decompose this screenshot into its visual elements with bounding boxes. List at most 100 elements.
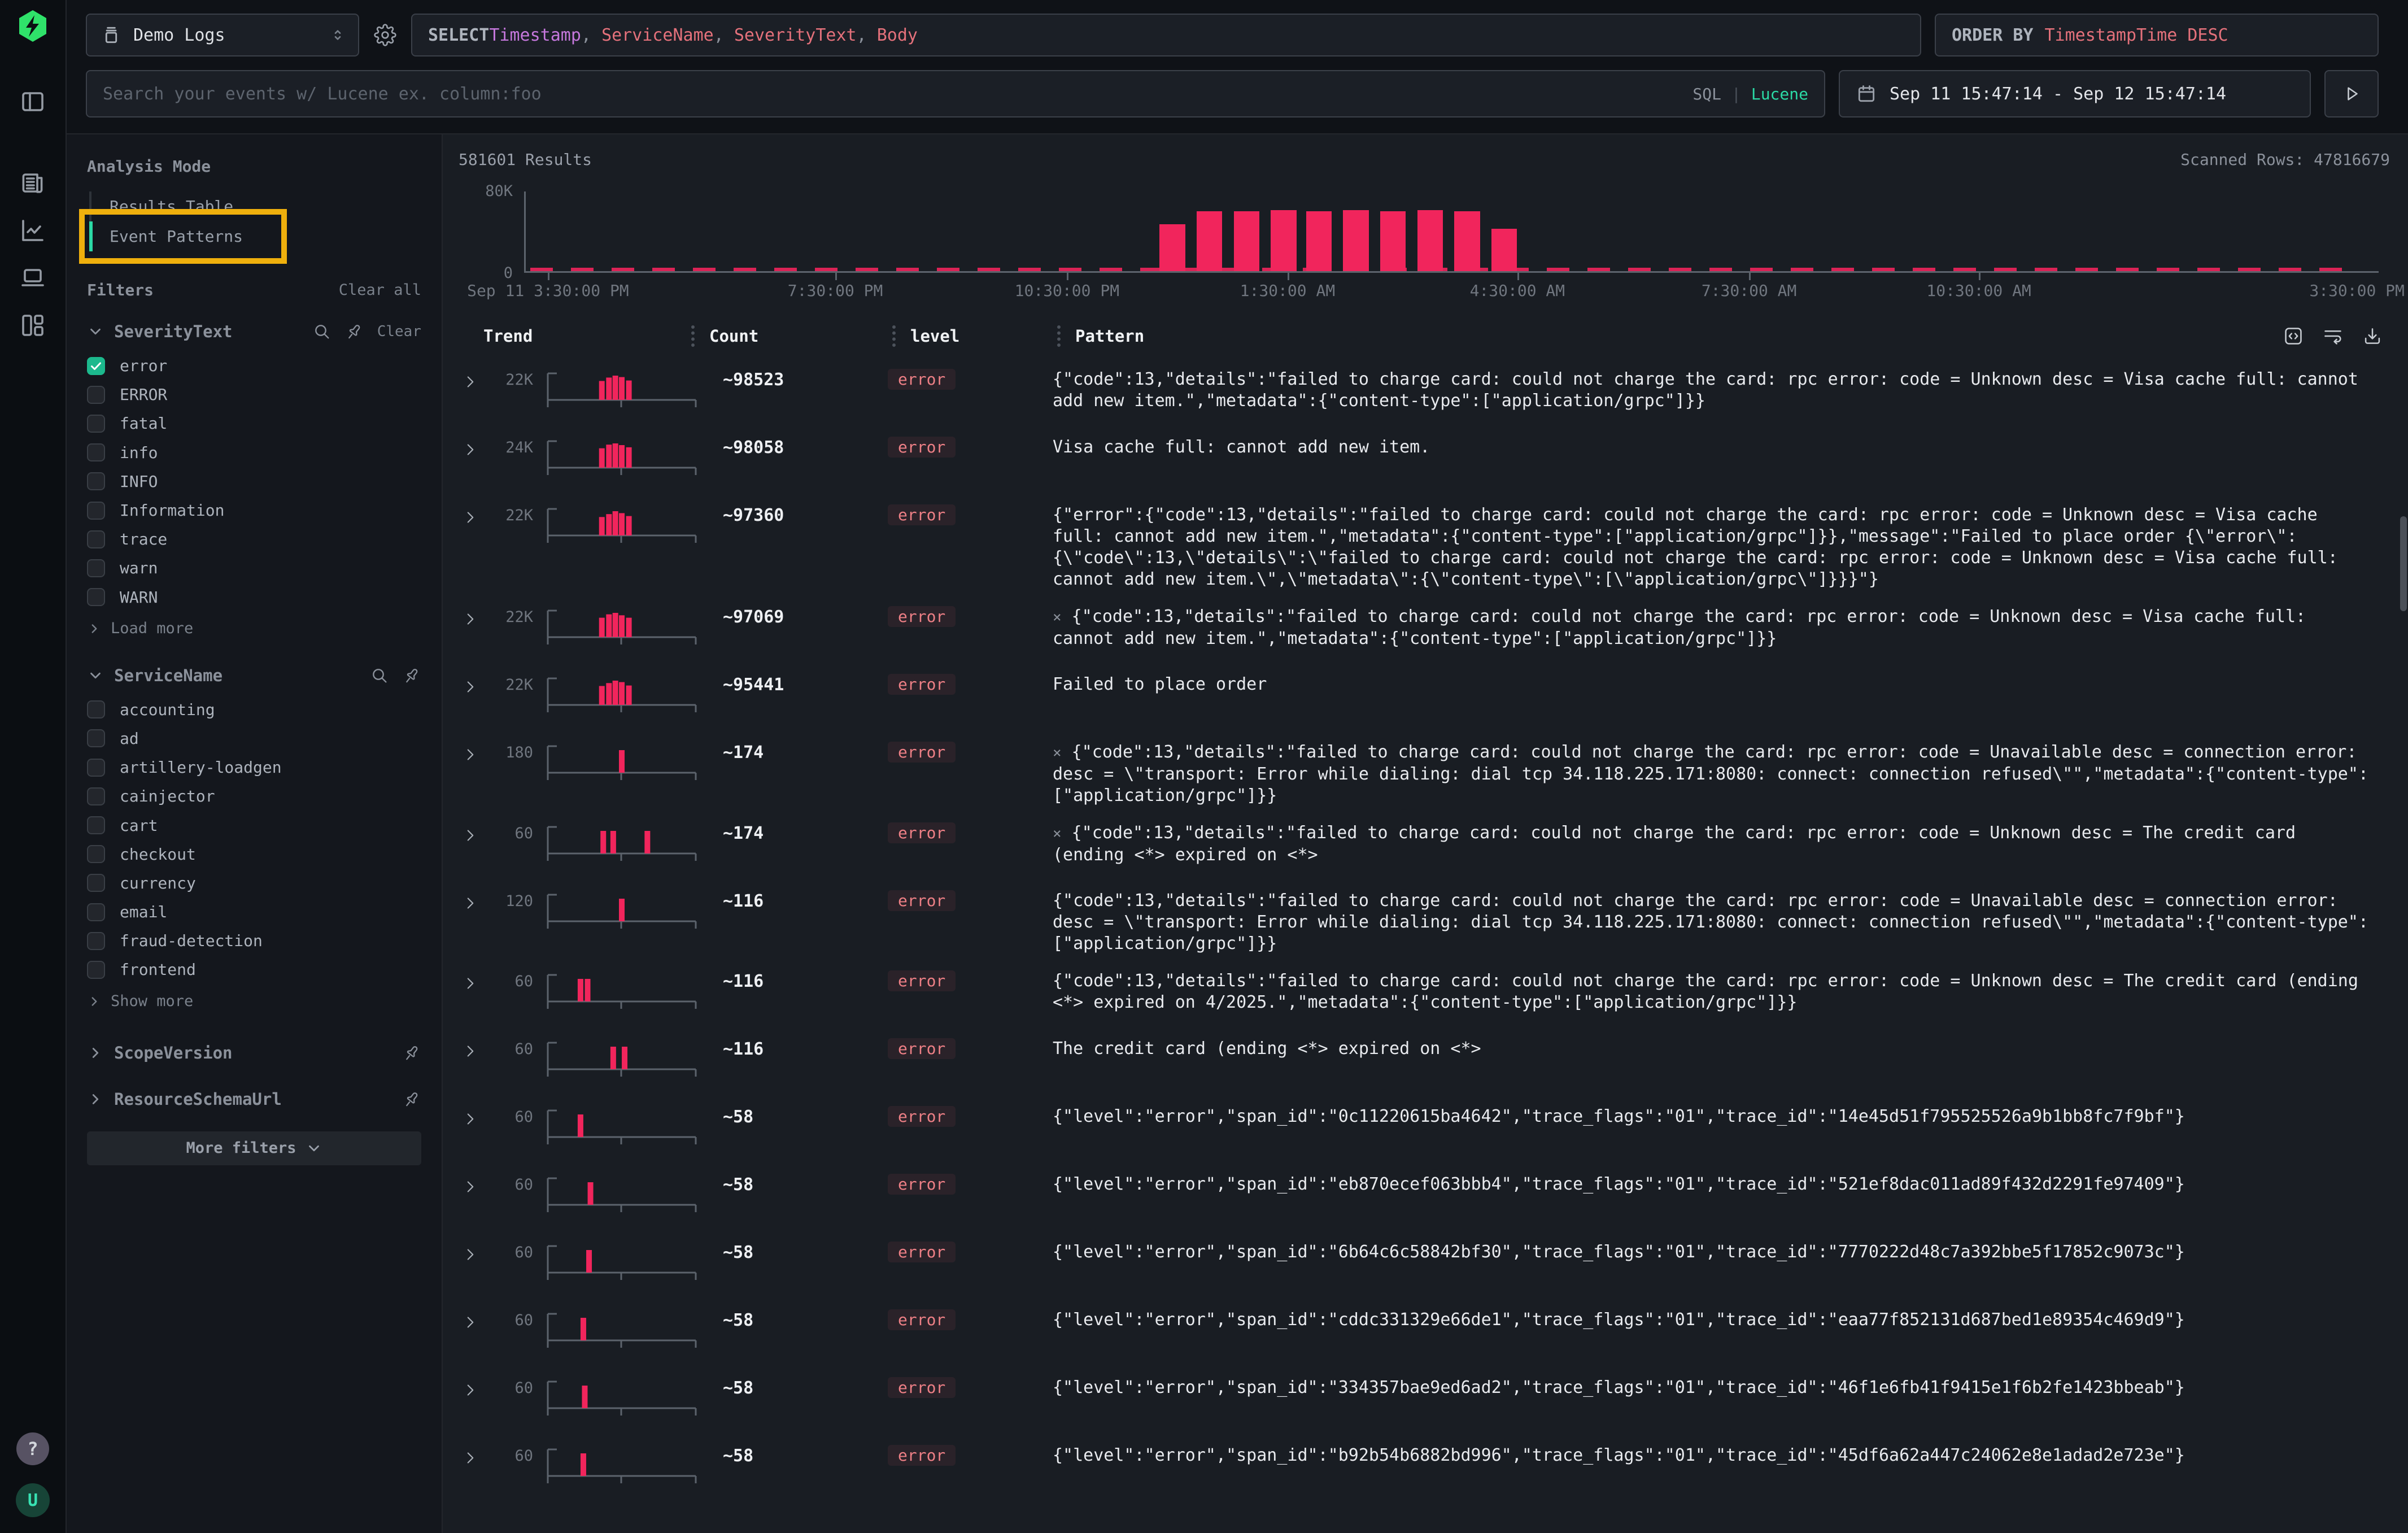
pin-icon[interactable] — [402, 666, 421, 685]
filter-checkbox[interactable] — [87, 472, 105, 491]
search-input[interactable] — [103, 84, 1682, 104]
filter-section-title[interactable]: ScopeVersion — [114, 1043, 233, 1062]
pattern-row[interactable]: 22K ~97360 error {"error":{"code":13,"detai… — [452, 497, 2390, 598]
filter-option[interactable]: cart — [87, 811, 421, 839]
row-expander-chevron-icon[interactable] — [461, 504, 483, 527]
pattern-row[interactable]: 60 ~174 error × {"code":13,"details":"failed… — [452, 815, 2390, 882]
sql-select-input[interactable]: SELECT Timestamp, ServiceName, SeverityT… — [411, 14, 1921, 56]
pattern-row[interactable]: 60 ~58 error {"level":"error","span_id":"6b… — [452, 1234, 2390, 1301]
pin-icon[interactable] — [402, 1090, 421, 1109]
filter-checkbox[interactable] — [87, 931, 105, 950]
clear-all-button[interactable]: Clear all — [338, 281, 421, 299]
row-expander-chevron-icon[interactable] — [461, 1242, 483, 1264]
filter-option[interactable]: INFO — [87, 467, 421, 496]
filter-option[interactable]: artillery-loadgen — [87, 753, 421, 782]
gear-icon[interactable] — [374, 24, 396, 46]
filter-checkbox[interactable] — [87, 845, 105, 864]
filter-option[interactable]: WARN — [87, 583, 421, 612]
pattern-row[interactable]: 60 ~58 error {"level":"error","span_id":"eb… — [452, 1166, 2390, 1234]
row-expander-chevron-icon[interactable] — [461, 674, 483, 696]
pattern-row[interactable]: 22K ~95441 error Failed to place order — [452, 666, 2390, 734]
filter-checkbox[interactable] — [87, 816, 105, 835]
filter-checkbox[interactable] — [87, 385, 105, 404]
search-icon[interactable] — [370, 667, 389, 685]
source-select[interactable]: Demo Logs — [86, 14, 359, 56]
row-expander-chevron-icon[interactable] — [461, 437, 483, 459]
filter-checkbox[interactable] — [87, 414, 105, 433]
search-logs-icon[interactable] — [19, 169, 46, 197]
row-expander-chevron-icon[interactable] — [461, 1309, 483, 1332]
dismiss-x-icon[interactable]: × — [1053, 825, 1062, 842]
filter-option[interactable]: accounting — [87, 695, 421, 724]
row-expander-chevron-icon[interactable] — [461, 1106, 483, 1129]
filter-option[interactable]: warn — [87, 554, 421, 582]
row-expander-chevron-icon[interactable] — [461, 369, 483, 391]
order-by-input[interactable]: ORDER BY TimestampTime DESC — [1935, 14, 2379, 56]
filter-section-title[interactable]: ResourceSchemaUrl — [114, 1089, 282, 1109]
pattern-row[interactable]: 180 ~174 error × {"code":13,"details":"faile… — [452, 734, 2390, 815]
filter-option[interactable]: fatal — [87, 409, 421, 438]
row-expander-chevron-icon[interactable] — [461, 742, 483, 764]
language-lucene[interactable]: Lucene — [1751, 84, 1808, 103]
filter-option[interactable]: info — [87, 438, 421, 467]
column-header-level[interactable]: level — [892, 325, 1057, 347]
dismiss-x-icon[interactable]: × — [1053, 609, 1062, 626]
sidebar-toggle-icon[interactable] — [19, 88, 46, 115]
filter-checkbox[interactable] — [87, 903, 105, 921]
column-header-pattern[interactable]: Pattern — [1057, 325, 2283, 347]
load-more-button[interactable]: Show more — [87, 987, 421, 1016]
app-logo-icon[interactable] — [16, 9, 50, 43]
wrap-lines-icon[interactable] — [2322, 325, 2344, 347]
pin-icon[interactable] — [344, 322, 364, 341]
filter-checkbox[interactable] — [87, 729, 105, 748]
load-more-button[interactable]: Load more — [87, 614, 421, 643]
filter-option[interactable]: ERROR — [87, 380, 421, 409]
download-icon[interactable] — [2362, 325, 2383, 347]
run-query-button[interactable] — [2324, 70, 2379, 117]
filter-option[interactable]: email — [87, 898, 421, 926]
filter-checkbox[interactable] — [87, 588, 105, 607]
filter-option[interactable]: cainjector — [87, 782, 421, 811]
chevron-down-icon[interactable] — [87, 323, 104, 340]
chevron-down-icon[interactable] — [87, 667, 104, 684]
pin-icon[interactable] — [402, 1043, 421, 1062]
filter-option[interactable]: error — [87, 351, 421, 380]
pattern-row[interactable]: 120 ~116 error {"code":13,"details":"failed… — [452, 882, 2390, 963]
filter-option[interactable]: Information — [87, 496, 421, 525]
filter-option[interactable]: fraud-detection — [87, 926, 421, 955]
filter-option[interactable]: trace — [87, 525, 421, 554]
pattern-row[interactable]: 60 ~58 error {"level":"error","span_id":"33… — [452, 1369, 2390, 1437]
filter-checkbox[interactable] — [87, 700, 105, 719]
pattern-row[interactable]: 24K ~98058 error Visa cache full: cannot ad… — [452, 429, 2390, 497]
chart-explorer-icon[interactable] — [19, 217, 46, 244]
filter-checkbox[interactable] — [87, 758, 105, 777]
filter-checkbox[interactable] — [87, 501, 105, 520]
dashboards-icon[interactable] — [19, 312, 46, 339]
row-expander-chevron-icon[interactable] — [461, 1174, 483, 1196]
filter-section-title[interactable]: ServiceName — [114, 665, 223, 685]
help-button[interactable]: ? — [16, 1432, 49, 1465]
view-source-icon[interactable] — [2283, 325, 2304, 347]
scrollbar-thumb[interactable] — [2400, 516, 2407, 611]
row-expander-chevron-icon[interactable] — [461, 1038, 483, 1061]
pattern-row[interactable]: 60 ~116 error {"code":13,"details":"failed … — [452, 963, 2390, 1030]
filter-checkbox[interactable] — [87, 960, 105, 979]
row-expander-chevron-icon[interactable] — [461, 606, 483, 629]
filter-checkbox[interactable] — [87, 559, 105, 577]
row-expander-chevron-icon[interactable] — [461, 970, 483, 993]
analysis-mode-option[interactable]: Event Patterns — [78, 209, 287, 264]
dismiss-x-icon[interactable]: × — [1053, 744, 1062, 761]
filter-checkbox[interactable] — [87, 787, 105, 805]
pattern-row[interactable]: 22K ~98523 error {"code":13,"details":"fail… — [452, 361, 2390, 429]
pattern-row[interactable]: 60 ~58 error {"level":"error","span_id":"b9… — [452, 1437, 2390, 1505]
search-icon[interactable] — [313, 323, 331, 341]
filter-option[interactable]: currency — [87, 869, 421, 898]
language-toggle[interactable]: SQL | Lucene — [1692, 85, 1808, 103]
row-expander-chevron-icon[interactable] — [461, 890, 483, 913]
date-range-picker[interactable]: Sep 11 15:47:14 - Sep 12 15:47:14 — [1839, 70, 2311, 117]
sessions-icon[interactable] — [19, 264, 46, 291]
clear-filter-button[interactable]: Clear — [377, 323, 421, 340]
filter-option[interactable]: ad — [87, 724, 421, 753]
analysis-mode-option[interactable]: Results Table — [110, 197, 234, 216]
column-header-trend[interactable]: Trend — [483, 326, 533, 346]
